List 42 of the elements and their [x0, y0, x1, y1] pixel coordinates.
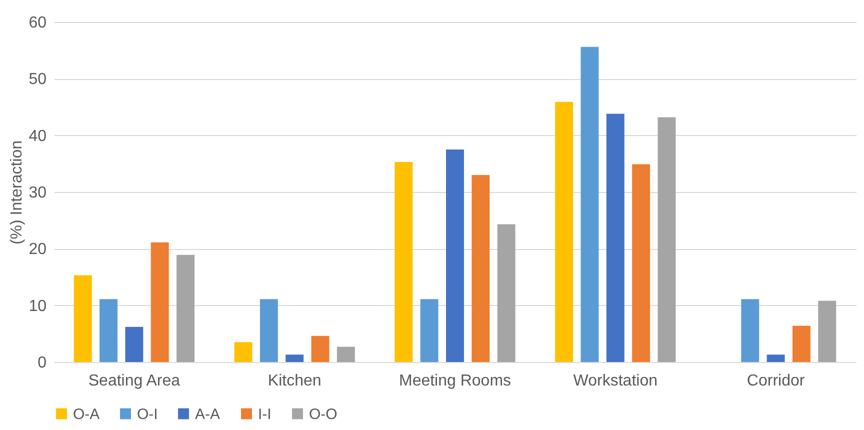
bar [234, 342, 252, 362]
legend-label: I-I [258, 406, 272, 423]
y-tick-label: 50 [28, 71, 47, 88]
bar [766, 354, 785, 362]
bar [394, 162, 413, 362]
y-axis-title: (%) Interaction [8, 140, 26, 245]
y-tick-label: 30 [28, 184, 47, 202]
x-tick-label: Kitchen [268, 372, 322, 390]
y-tick-label: 60 [28, 14, 47, 32]
bar [606, 114, 624, 362]
bar [74, 275, 92, 362]
legend-label: A-A [195, 406, 220, 423]
bar [658, 117, 676, 362]
legend-label: O-A [73, 406, 100, 423]
bar [420, 299, 438, 362]
bar [792, 326, 810, 362]
bar [741, 299, 760, 362]
bar [125, 326, 144, 362]
legend-label: O-O [309, 406, 338, 423]
bar [286, 354, 304, 362]
bar [260, 299, 278, 362]
y-tick-label: 0 [38, 354, 47, 372]
bar [580, 46, 599, 362]
bar [472, 175, 490, 362]
bar [336, 346, 355, 362]
bar [176, 254, 195, 362]
x-tick-label: Corridor [746, 372, 806, 390]
x-tick-label: Meeting Rooms [398, 372, 512, 390]
bar [446, 150, 464, 362]
bar [632, 164, 650, 362]
bar [311, 336, 330, 362]
x-tick-label: Seating Area [88, 372, 180, 390]
y-tick-label: 10 [28, 298, 47, 315]
bar [818, 300, 836, 362]
bar [497, 224, 516, 362]
x-tick-label: Workstation [573, 372, 658, 390]
y-tick-label: 40 [28, 128, 47, 145]
legend-label: O-I [137, 406, 158, 423]
bar [150, 242, 169, 362]
y-tick-label: 20 [28, 241, 47, 258]
bar [100, 299, 118, 362]
bar [555, 102, 574, 362]
